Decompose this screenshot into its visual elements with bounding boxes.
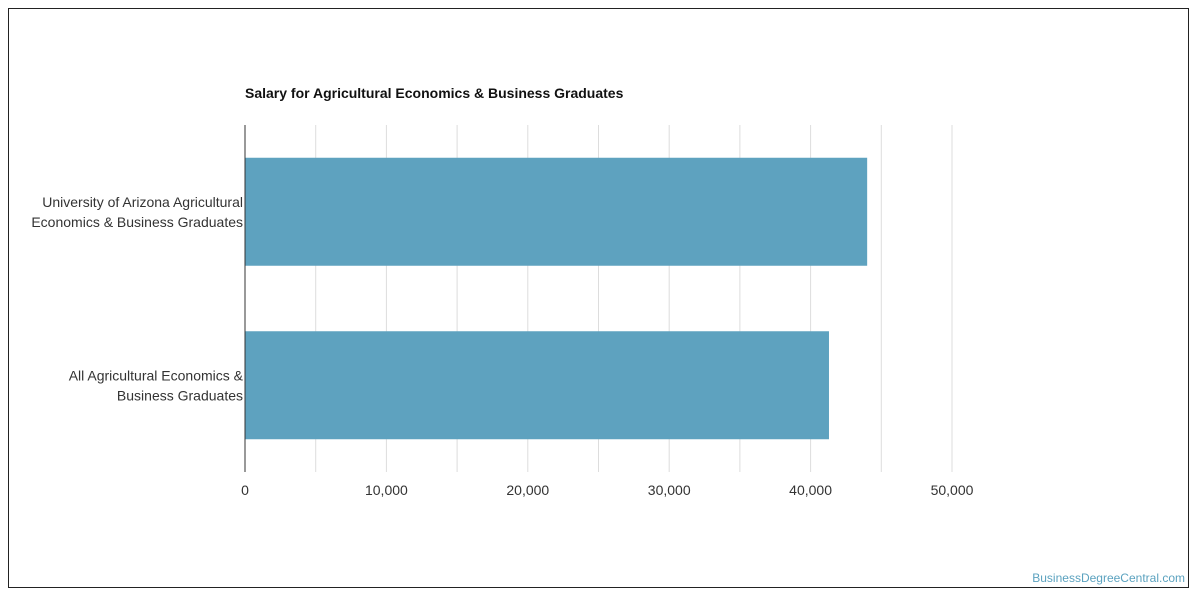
- x-tick-label: 50,000: [931, 482, 974, 498]
- watermark-text: BusinessDegreeCentral.com: [1032, 571, 1185, 585]
- category-label-2: All Agricultural Economics & Business Gra…: [69, 367, 244, 403]
- x-tick-label: 0: [241, 482, 249, 498]
- x-tick-label: 40,000: [789, 482, 832, 498]
- bar-2: [245, 331, 829, 440]
- x-tick-label: 10,000: [365, 482, 408, 498]
- chart-title: Salary for Agricultural Economics & Busi…: [245, 85, 624, 101]
- category-label-1: University of Arizona Agricultural Econom…: [31, 194, 243, 230]
- bar-1: [245, 157, 868, 266]
- x-tick-label: 20,000: [506, 482, 549, 498]
- x-tick-label: 30,000: [648, 482, 691, 498]
